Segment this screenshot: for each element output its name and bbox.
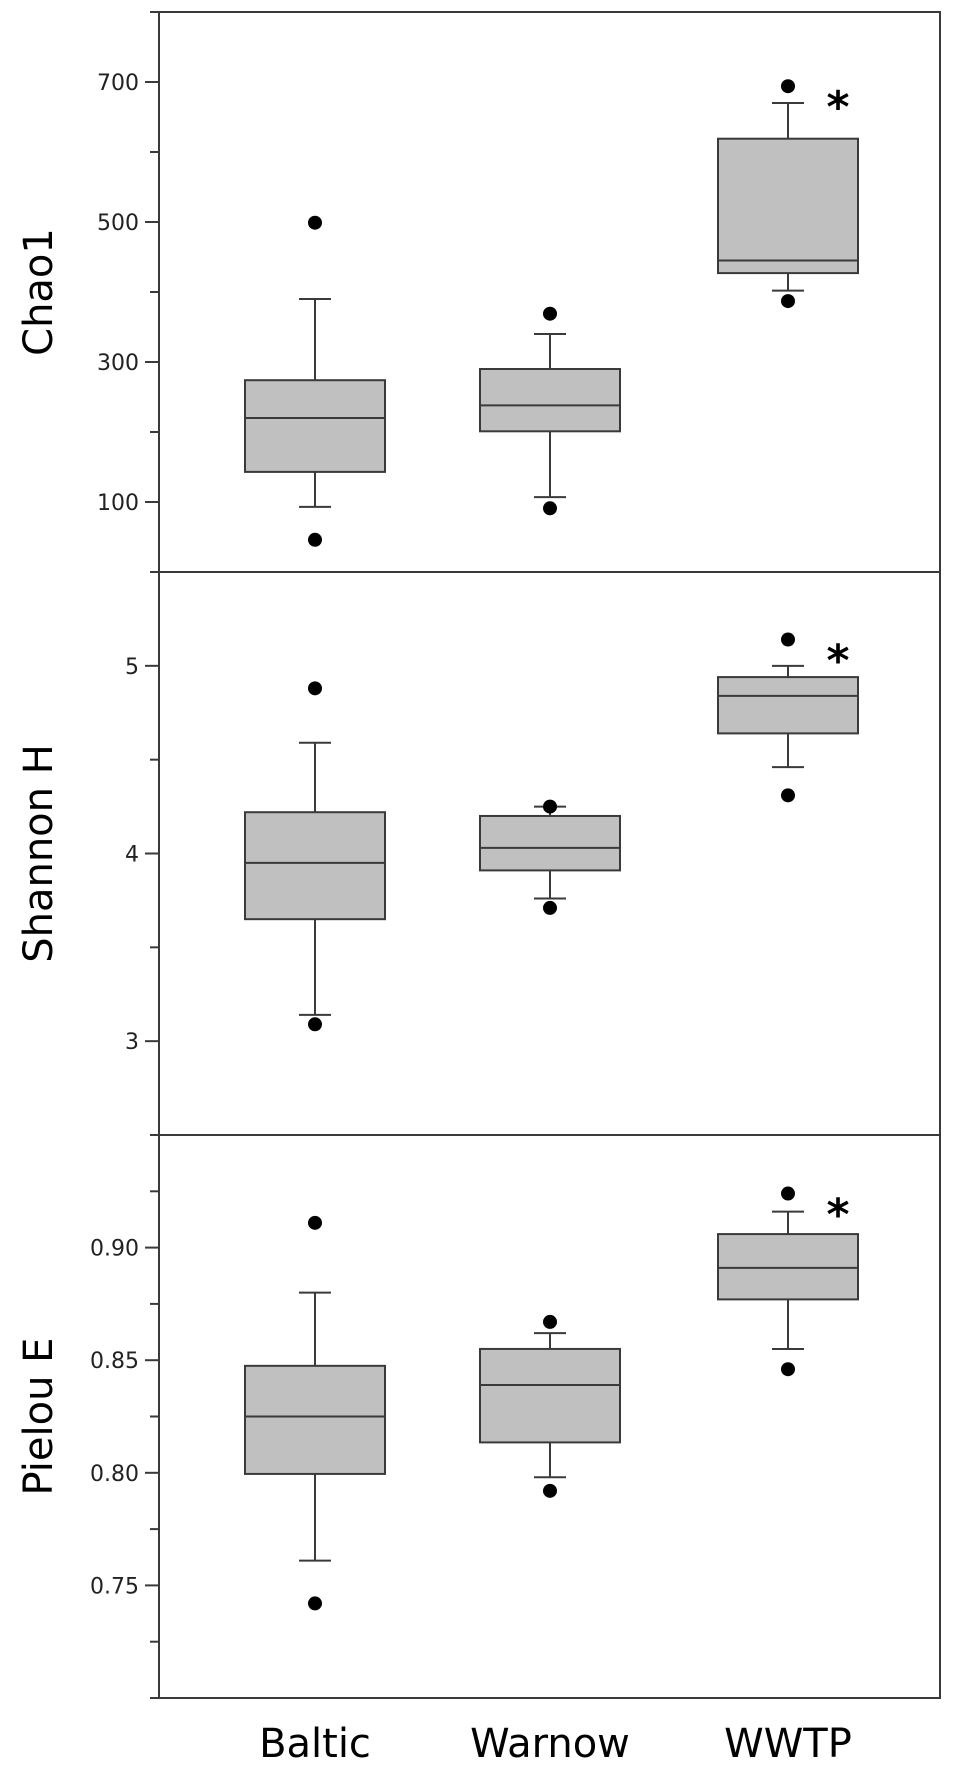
outlier-point: [308, 1215, 322, 1230]
y-tick-label: 700: [97, 71, 139, 96]
box-baltic: [244, 681, 386, 1032]
box-warnow: [479, 306, 621, 516]
y-tick-label: 0.80: [90, 1462, 139, 1487]
significance-asterisk: *: [826, 82, 849, 133]
box-wwtp: [717, 79, 859, 309]
outlier-point: [543, 1314, 557, 1329]
y-axis-label: Chao1: [16, 228, 62, 356]
outlier-point: [781, 79, 795, 94]
outlier-point: [543, 306, 557, 321]
outlier-point: [543, 900, 557, 915]
outlier-point: [543, 799, 557, 814]
y-axis-label: Pielou E: [16, 1338, 62, 1496]
y-tick-label: 100: [97, 491, 139, 516]
outlier-point: [308, 532, 322, 547]
outlier-point: [781, 1186, 795, 1201]
y-tick-label: 500: [97, 211, 139, 236]
significance-asterisk: *: [826, 636, 849, 687]
outlier-point: [543, 1483, 557, 1498]
box-warnow: [479, 799, 621, 915]
box-body: [244, 811, 386, 921]
box-body: [717, 676, 859, 735]
x-category-label: Warnow: [470, 1721, 630, 1767]
y-axis-label: Shannon H: [16, 744, 62, 963]
box-body: [717, 137, 859, 275]
y-tick-label: 4: [125, 843, 139, 868]
x-category-label: Baltic: [259, 1721, 371, 1767]
outlier-point: [308, 1596, 322, 1611]
outlier-point: [781, 294, 795, 309]
box-body: [479, 1347, 621, 1444]
outlier-point: [308, 1017, 322, 1032]
y-tick-label: 0.90: [90, 1237, 139, 1262]
y-tick-label: 300: [97, 351, 139, 376]
box-baltic: [244, 1215, 386, 1611]
significance-asterisk: *: [826, 1190, 849, 1241]
outlier-point: [781, 788, 795, 803]
box-body: [717, 1233, 859, 1301]
box-body: [244, 379, 386, 473]
outlier-point: [781, 1362, 795, 1377]
outlier-point: [308, 215, 322, 230]
y-tick-label: 0.75: [90, 1574, 139, 1599]
y-tick-label: 5: [125, 655, 139, 680]
outlier-point: [308, 681, 322, 696]
box-warnow: [479, 1314, 621, 1498]
box-body: [479, 814, 621, 872]
box-body: [479, 368, 621, 433]
panel-pielou-e: 0.75 0.80 0.85 0.90 Pielou E *: [16, 1134, 941, 1699]
outlier-point: [543, 501, 557, 516]
outlier-point: [781, 632, 795, 647]
y-tick-label: 0.85: [90, 1349, 139, 1374]
box-wwtp: [717, 632, 859, 803]
panel-shannon-h: 3 4 5 Shannon H *: [16, 571, 941, 1136]
panel-chao1: 100 300 500 700 Chao1 *: [16, 11, 941, 573]
box-wwtp: [717, 1186, 859, 1377]
x-category-label: WWTP: [724, 1721, 852, 1767]
y-tick-label: 3: [125, 1030, 139, 1055]
box-body: [244, 1364, 386, 1475]
box-baltic: [244, 215, 386, 547]
